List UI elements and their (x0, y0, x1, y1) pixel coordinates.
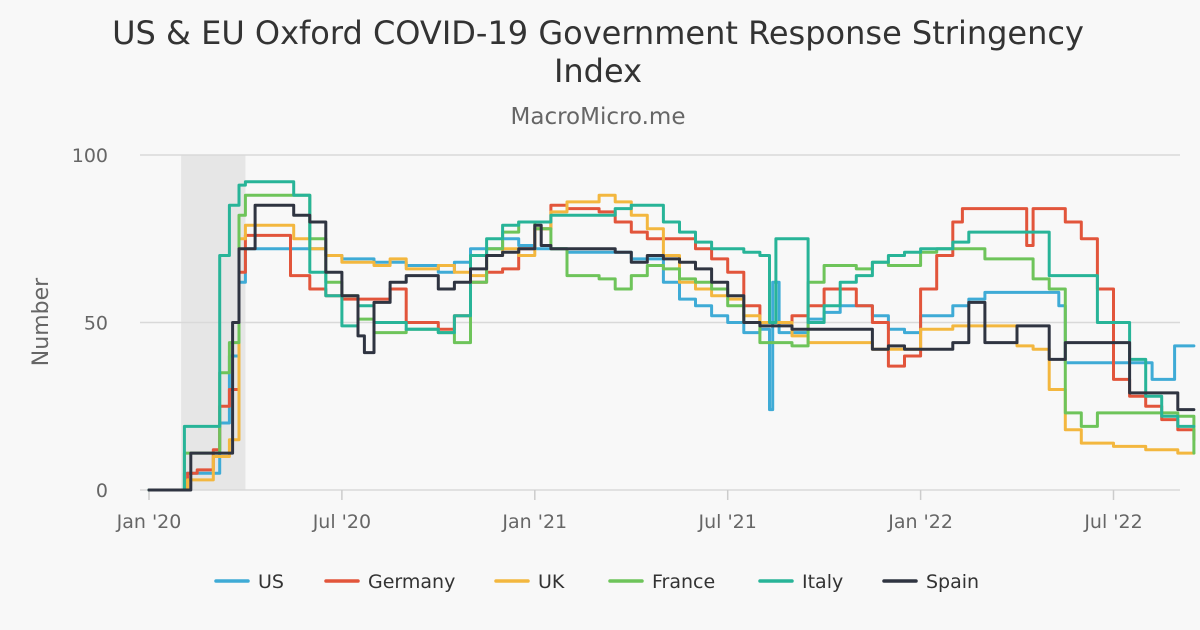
series-line-germany (147, 203, 1196, 492)
series-lines (147, 180, 1196, 492)
y-tick-label: 100 (72, 145, 108, 167)
legend-label: US (258, 571, 284, 593)
legend-label: France (652, 571, 715, 593)
series-line-uk (147, 193, 1196, 492)
chart-title-line-1: US & EU Oxford COVID-19 Government Respo… (112, 14, 1084, 52)
y-tick-label: 50 (84, 313, 108, 335)
legend-item-germany[interactable]: Germany (324, 571, 455, 593)
legend-label: UK (538, 571, 565, 593)
legend-label: Spain (926, 571, 979, 593)
x-tick-label: Jul '21 (698, 511, 757, 533)
legend-label: Germany (368, 571, 455, 593)
series-line-spain (147, 203, 1196, 492)
x-axis: Jan '20 Jul '20 Jan '21 Jul '21 Jan '22 Jul '… (116, 490, 1143, 533)
legend-item-uk[interactable]: UK (494, 571, 565, 593)
legend-item-france[interactable]: France (608, 571, 715, 593)
y-axis-title: Number (29, 277, 54, 366)
series-line-italy (147, 180, 1196, 492)
y-tick-labels: 0 50 100 (72, 145, 108, 502)
y-tick-label: 0 (96, 480, 108, 502)
x-tick-label: Jan '22 (887, 511, 953, 533)
legend[interactable]: US Germany UK France Italy Spain (214, 571, 979, 593)
legend-label: Italy (802, 571, 843, 593)
chart-title-line-2: Index (554, 52, 642, 90)
legend-item-us[interactable]: US (214, 571, 284, 593)
x-tick-label: Jan '20 (116, 511, 182, 533)
legend-item-spain[interactable]: Spain (882, 571, 979, 593)
y-gridlines (140, 154, 1180, 491)
x-tick-label: Jan '21 (501, 511, 567, 533)
legend-item-italy[interactable]: Italy (758, 571, 843, 593)
x-tick-label: Jul '22 (1083, 511, 1142, 533)
x-tick-label: Jul '20 (312, 511, 371, 533)
chart-subtitle: MacroMicro.me (511, 104, 686, 130)
